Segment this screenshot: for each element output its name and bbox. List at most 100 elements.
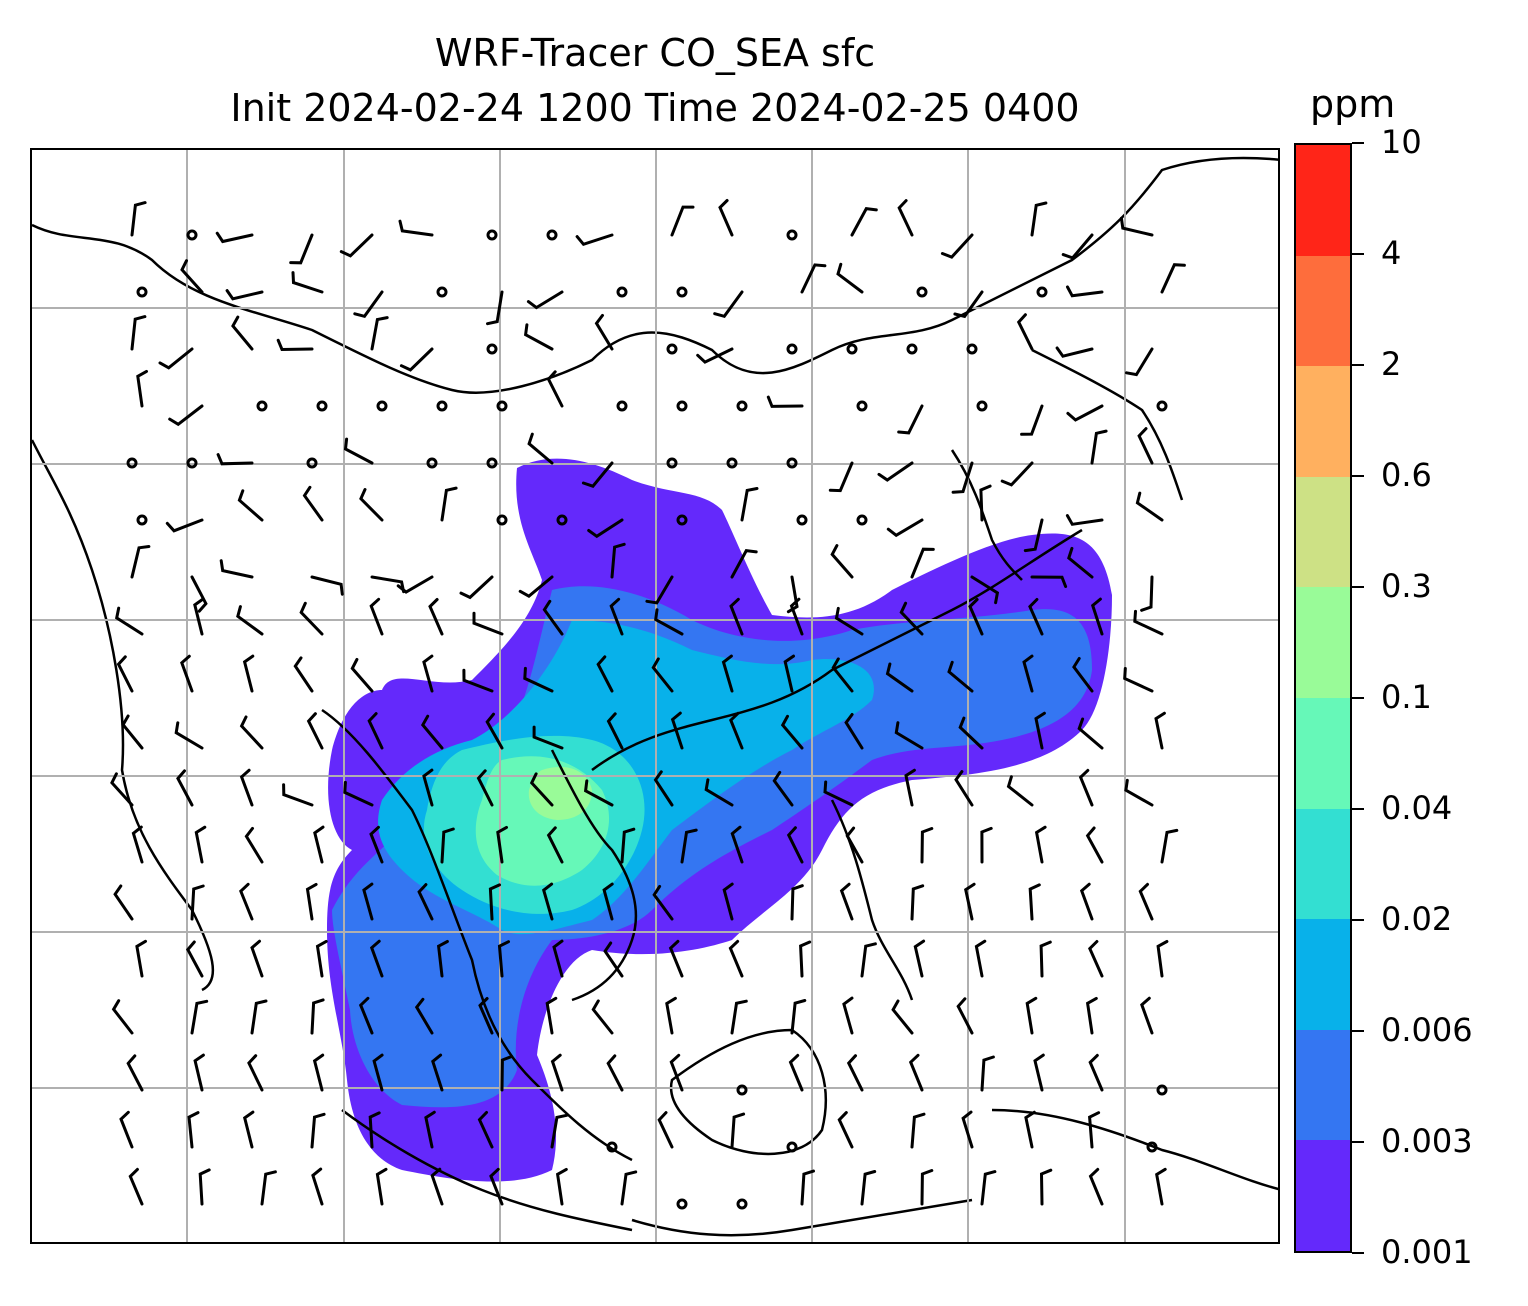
wind-barb [414, 997, 434, 1035]
colorbar-tick-label: 10 [1381, 123, 1422, 161]
wind-barb [488, 883, 501, 921]
wind-barb [546, 826, 564, 864]
wind-barb [836, 262, 864, 294]
wind-barb [313, 825, 325, 864]
wind-barb-calm [306, 457, 318, 469]
coastline-vietnam [550, 749, 638, 1002]
wind-barb [541, 882, 554, 921]
wind-barb [1061, 233, 1094, 260]
wind-barb [1137, 427, 1154, 465]
wind-barb [1135, 491, 1164, 522]
wind-barb [176, 769, 194, 807]
wind-barb-calm [496, 400, 508, 412]
wind-barb-calm [976, 400, 988, 412]
wind-barb-calm [496, 514, 508, 526]
wind-barb-calm [796, 514, 808, 526]
wind-barb [596, 655, 614, 693]
wind-barb [894, 721, 924, 750]
wind-barb [1085, 996, 1098, 1035]
wind-barb [718, 199, 734, 237]
wind-barb [1155, 1167, 1167, 1206]
wind-barb-calm [436, 286, 448, 298]
wind-barb [399, 347, 434, 372]
wind-barb [289, 233, 314, 265]
wind-barb-calm [486, 457, 498, 469]
wind-barb [131, 825, 144, 864]
colorbar-tick-label: 0.02 [1381, 900, 1453, 938]
colorbar-segment [1296, 255, 1350, 367]
wind-barb [1028, 883, 1041, 921]
wind-barb [652, 884, 674, 921]
wind-barb [789, 597, 804, 636]
wind-barb [940, 233, 974, 259]
wind-barb [339, 233, 374, 258]
wind-barb [305, 882, 318, 921]
colorbar-tick-label: 4 [1381, 234, 1402, 272]
wind-barb [180, 259, 204, 294]
colorbar [1294, 143, 1352, 1253]
wind-barb [315, 939, 328, 978]
wind-barb [1078, 768, 1094, 807]
colorbar-tick [1352, 1030, 1364, 1032]
coastline-japan [1031, 348, 1184, 501]
wind-barb [594, 313, 614, 351]
wind-barb [1088, 1053, 1104, 1092]
wind-barb-calm [186, 457, 198, 469]
wind-barb [219, 559, 254, 579]
wind-barb [369, 597, 384, 636]
wind-barb [897, 404, 924, 435]
wind-barb [1016, 313, 1034, 351]
wind-barb [343, 437, 374, 465]
wind-barb [1124, 778, 1154, 807]
wind-barb [194, 825, 207, 864]
wind-barb [115, 606, 144, 636]
wind-barb-calm [616, 400, 628, 412]
colorbar-segment [1296, 587, 1350, 699]
wind-barb [1028, 598, 1044, 636]
colorbar-tick-label: 0.006 [1381, 1011, 1473, 1049]
wind-barb-calm [1146, 1141, 1158, 1153]
wind-barb-calm [256, 400, 268, 412]
map-panel [30, 148, 1280, 1244]
chart-title-line-1: WRF-Tracer CO_SEA sfc [434, 31, 876, 75]
wind-barb [606, 1054, 624, 1092]
wind-barb [979, 484, 992, 522]
colorbar-tick [1352, 475, 1364, 477]
wind-barb [135, 939, 147, 978]
wind-barb [696, 347, 734, 364]
wind-barb [293, 656, 314, 693]
wind-barb [440, 486, 458, 522]
wind-barb [980, 826, 993, 864]
wind-barb [651, 657, 674, 693]
wind-barb-calm [136, 514, 148, 526]
wind-barb [362, 882, 374, 921]
wind-barb [680, 828, 698, 864]
wind-barb-calm [786, 343, 798, 355]
wind-barb [606, 712, 624, 750]
wind-barb [645, 575, 674, 605]
wind-barb-calm [916, 286, 928, 298]
colorbar-tick [1352, 586, 1364, 588]
wind-barb [1072, 657, 1094, 693]
wind-barb [190, 575, 208, 613]
colorbar-segment [1296, 808, 1350, 920]
wind-barb [527, 432, 554, 465]
wind-barb [913, 939, 926, 978]
wind-barb [119, 1110, 134, 1149]
wind-barb [1000, 461, 1034, 487]
wind-barb-calm [966, 343, 978, 355]
wind-barb-calm [556, 514, 568, 526]
wind-barb [136, 369, 148, 408]
wind-barb [239, 882, 254, 921]
wind-barb [837, 1111, 854, 1149]
wind-barb [728, 939, 744, 978]
wind-barb-calm [546, 229, 558, 241]
wind-barb-calm [786, 229, 798, 241]
wind-barb [721, 654, 734, 693]
wind-barb [788, 1053, 804, 1092]
wind-barb [968, 598, 984, 636]
wind-barb [168, 404, 204, 427]
wind-barb-calm [136, 286, 148, 298]
wind-barb [555, 1167, 568, 1206]
wind-barb [1090, 597, 1104, 636]
